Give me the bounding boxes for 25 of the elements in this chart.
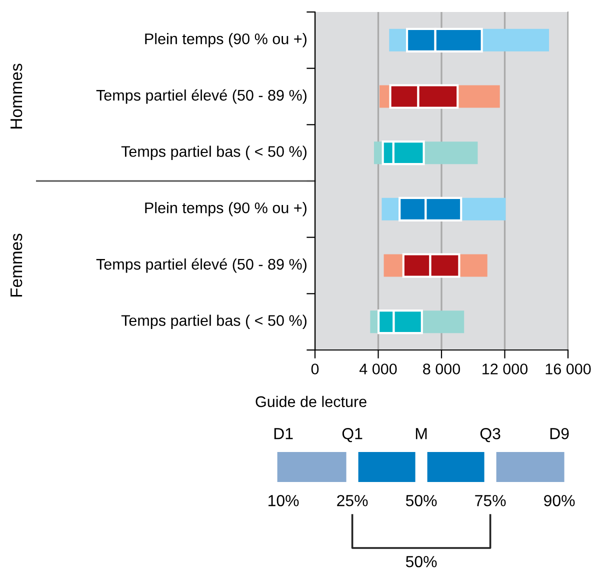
y-tick-label: Plein temps (90 % ou +): [145, 33, 306, 48]
y-tick-label: Temps partiel élevé (50 - 89 %): [96, 89, 306, 104]
category-label: Q3: [480, 428, 500, 442]
x-tick-label: 4 000: [359, 364, 397, 374]
x-tick-label: 16 000: [546, 364, 591, 374]
x-tick-label: 0: [311, 364, 319, 374]
x-tick-label: 12 000: [482, 364, 528, 374]
x-tick-label: 8 000: [423, 364, 460, 374]
category-label: D1: [274, 428, 293, 440]
text: 50%: [406, 494, 437, 506]
y-tick-label: Temps partiel bas ( < 50 %): [121, 146, 306, 160]
category-label: M: [416, 428, 427, 440]
category-label: D9: [550, 428, 569, 440]
y-tick-label: Temps partiel élevé (50 - 89 %): [96, 258, 306, 273]
category-label: Q1: [342, 428, 362, 442]
text: Hommes: [10, 64, 22, 128]
text: Femmes: [10, 234, 22, 297]
y-tick-label: Plein temps (90 % ou +): [145, 202, 306, 216]
y-tick-label: Temps partiel bas ( < 50 %): [121, 314, 306, 329]
text: 90%: [544, 494, 575, 506]
text: 10%: [268, 494, 299, 506]
text: 50%: [406, 556, 437, 568]
text: Guide de lecture: [256, 396, 366, 408]
text: 25%: [337, 494, 368, 506]
text: 75%: [475, 495, 506, 506]
